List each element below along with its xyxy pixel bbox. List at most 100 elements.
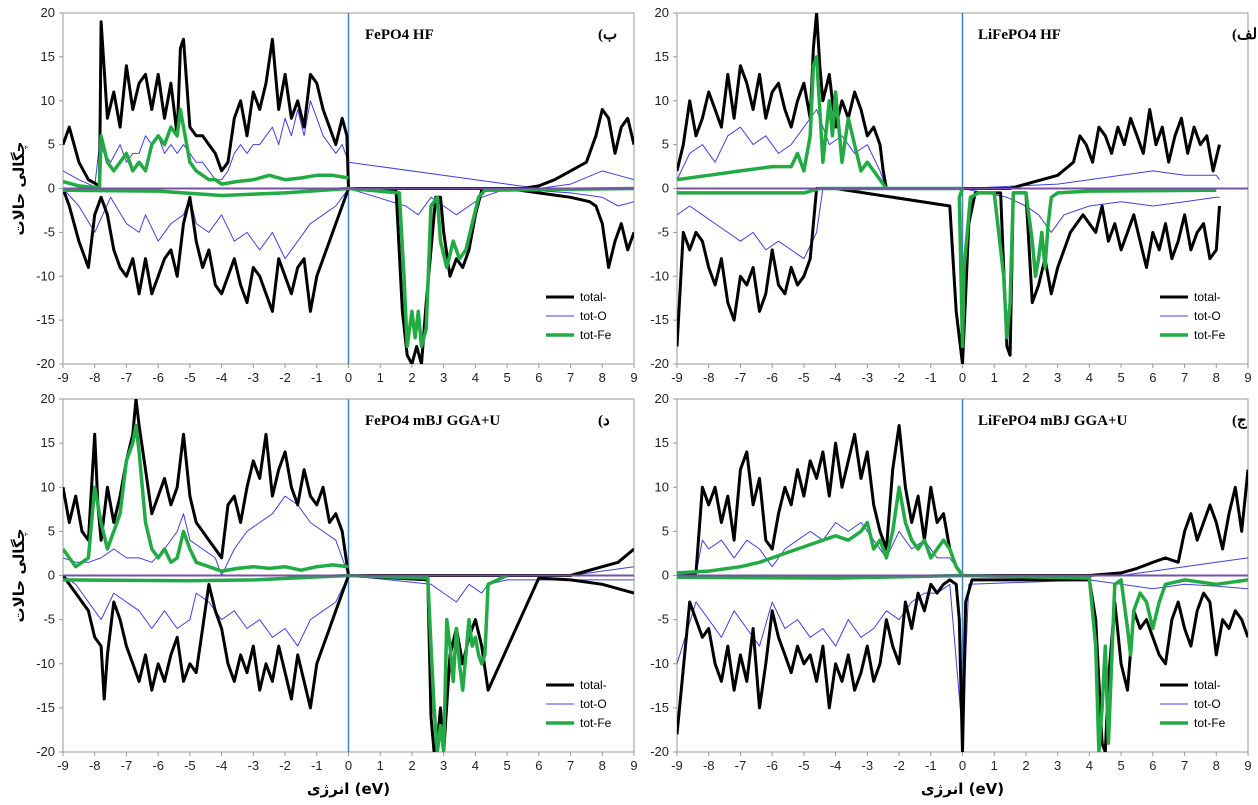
x-tick-label: -3 <box>862 758 874 773</box>
y-tick-label: -10 <box>36 268 55 283</box>
series-tot-o-line <box>677 109 1220 189</box>
legend-label: tot-O <box>580 697 607 711</box>
x-tick-label: 3 <box>1054 758 1061 773</box>
x-tick-label: -6 <box>766 758 778 773</box>
x-tick-label: 3 <box>440 370 447 385</box>
series-total-line <box>63 399 634 577</box>
x-tick-label: 1 <box>377 370 384 385</box>
x-tick-label: -7 <box>121 758 133 773</box>
legend-label: total- <box>580 678 607 692</box>
series-total-line <box>677 13 1221 190</box>
panel-tag: الف) <box>1232 27 1258 43</box>
y-tick-label: 15 <box>655 435 669 450</box>
x-tick-label: 7 <box>567 370 574 385</box>
legend-label: tot-Fe <box>1194 716 1226 730</box>
x-tick-label: -7 <box>121 370 133 385</box>
y-tick-label: 5 <box>662 137 669 152</box>
y-tick-label: -15 <box>36 312 55 327</box>
x-tick-label: 6 <box>1149 758 1156 773</box>
y-tick-label: 20 <box>41 5 55 20</box>
x-tick-label: -5 <box>798 758 810 773</box>
x-tick-label: 5 <box>503 758 510 773</box>
series-tot-fe-line <box>677 55 888 190</box>
y-tick-label: -5 <box>657 612 669 627</box>
y-tick-label: 15 <box>655 49 669 64</box>
x-tick-label: -8 <box>703 758 715 773</box>
x-tick-label: 9 <box>1244 758 1251 773</box>
legend-label: total- <box>1194 678 1221 692</box>
y-tick-label: -5 <box>657 224 669 239</box>
x-tick-label: -1 <box>925 370 937 385</box>
x-tick-label: -5 <box>184 370 196 385</box>
series-total-line <box>63 20 634 190</box>
x-tick-label: 9 <box>630 370 637 385</box>
y-tick-label: 15 <box>41 49 55 64</box>
series-tot-fe-line <box>677 485 964 577</box>
x-tick-label: 2 <box>1022 370 1029 385</box>
y-tick-label: 0 <box>48 181 55 196</box>
y-tick-label: -15 <box>36 700 55 715</box>
legend-label: tot-Fe <box>1194 328 1226 342</box>
x-tick-label: 8 <box>1213 758 1220 773</box>
series-total-line <box>677 424 1248 577</box>
y-tick-label: -10 <box>650 656 669 671</box>
x-tick-label: -4 <box>216 758 228 773</box>
y-tick-label: 15 <box>41 435 55 450</box>
y-tick-label: 10 <box>41 479 55 494</box>
x-tick-label: 5 <box>1117 370 1124 385</box>
panel-title: FePO4 HF <box>365 27 434 43</box>
legend-label: tot-Fe <box>580 328 612 342</box>
x-tick-label: -6 <box>152 758 164 773</box>
y-tick-label: 10 <box>41 93 55 108</box>
x-tick-label: -1 <box>925 758 937 773</box>
series-tot-fe-line <box>677 573 1248 752</box>
x-tick-label: 3 <box>440 758 447 773</box>
legend-label: tot-Fe <box>580 716 612 730</box>
x-tick-label: -2 <box>279 758 291 773</box>
panel-title: LiFePO4 mBJ GGA+U <box>978 413 1128 429</box>
series-group <box>63 399 634 752</box>
x-tick-label: -6 <box>766 370 778 385</box>
x-tick-label: -9 <box>671 758 683 773</box>
y-tick-label: -20 <box>650 356 669 371</box>
series-tot-o-line <box>63 188 634 260</box>
x-tick-label: 0 <box>959 758 966 773</box>
y-tick-label: 0 <box>662 181 669 196</box>
x-tick-label: 2 <box>1022 758 1029 773</box>
y-tick-label: -20 <box>36 356 55 371</box>
series-tot-o-line <box>677 579 1248 735</box>
y-axis-label: چگالی حالات <box>10 142 29 236</box>
x-tick-label: -2 <box>893 758 905 773</box>
y-tick-label: -5 <box>43 612 55 627</box>
x-tick-label: -6 <box>152 370 164 385</box>
x-tick-label: -8 <box>89 370 101 385</box>
x-tick-label: 4 <box>1086 758 1093 773</box>
x-tick-label: 4 <box>1086 370 1093 385</box>
x-tick-label: 6 <box>1149 370 1156 385</box>
x-tick-label: 6 <box>535 758 542 773</box>
y-axis-label: چگالی حالات <box>10 529 29 623</box>
x-tick-label: -9 <box>671 370 683 385</box>
series-tot-fe-line <box>63 107 349 190</box>
x-tick-label: -2 <box>279 370 291 385</box>
x-tick-label: 8 <box>599 370 606 385</box>
y-tick-label: 20 <box>655 5 669 20</box>
y-tick-label: 5 <box>48 137 55 152</box>
x-tick-label: -9 <box>57 758 69 773</box>
series-tot-fe-line <box>677 186 1217 349</box>
x-tick-label: 0 <box>345 758 352 773</box>
y-tick-label: -5 <box>43 224 55 239</box>
y-tick-label: 0 <box>662 568 669 583</box>
x-tick-label: 0 <box>345 370 352 385</box>
x-tick-label: 2 <box>408 370 415 385</box>
series-tot-o-line <box>63 495 634 576</box>
y-tick-label: -15 <box>650 700 669 715</box>
legend-label: tot-O <box>1194 697 1221 711</box>
x-tick-label: 5 <box>1117 758 1124 773</box>
legend-label: total- <box>580 290 607 304</box>
x-tick-label: 1 <box>991 370 998 385</box>
